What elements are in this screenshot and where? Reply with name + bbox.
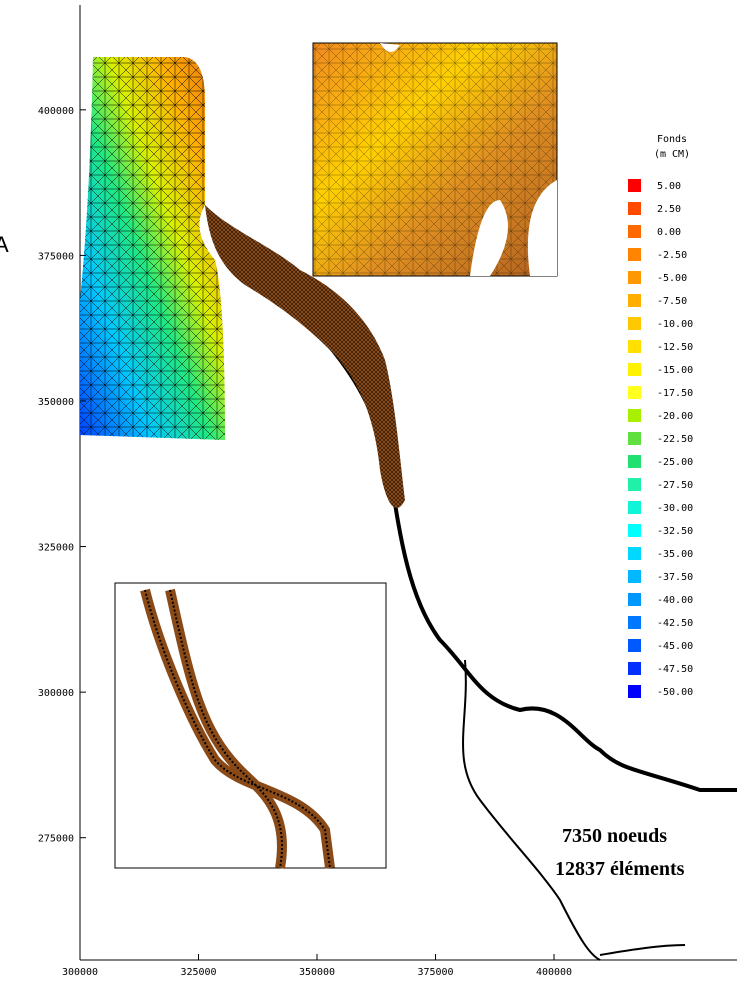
- legend-swatch: [628, 685, 641, 698]
- legend-label: 0.00: [657, 227, 681, 238]
- element-count: 12837 éléments: [555, 858, 685, 880]
- legend-swatch: [628, 409, 641, 422]
- legend-swatch: [628, 432, 641, 445]
- legend-label: -45.00: [657, 641, 693, 652]
- legend-label: -35.00: [657, 549, 693, 560]
- legend-label: -5.00: [657, 273, 687, 284]
- legend-swatch: [628, 616, 641, 629]
- legend-label: 2.50: [657, 204, 681, 215]
- legend-label: -42.50: [657, 618, 693, 629]
- x-tick-label: 350000: [299, 967, 335, 978]
- inset-mesh: [313, 43, 557, 276]
- legend-swatch: [628, 271, 641, 284]
- legend-label: -15.00: [657, 365, 693, 376]
- legend-swatch: [628, 524, 641, 537]
- legend-swatch: [628, 363, 641, 376]
- y-tick-label: 325000: [38, 543, 74, 554]
- legend-label: -30.00: [657, 503, 693, 514]
- legend-label: -40.00: [657, 595, 693, 606]
- panel-label: A: [0, 232, 9, 257]
- legend-swatch: [628, 570, 641, 583]
- x-tick-label: 325000: [180, 967, 216, 978]
- y-tick-label: 375000: [38, 251, 74, 262]
- x-tick-label: 375000: [417, 967, 453, 978]
- legend-swatch: [628, 547, 641, 560]
- legend-swatch: [628, 593, 641, 606]
- legend-label: -47.50: [657, 664, 693, 675]
- legend-subtitle: (m CM): [654, 149, 690, 160]
- legend-label: -50.00: [657, 687, 693, 698]
- legend-swatch: [628, 639, 641, 652]
- legend-label: 5.00: [657, 181, 681, 192]
- y-tick-label: 350000: [38, 397, 74, 408]
- legend-label: -32.50: [657, 526, 693, 537]
- river-branch: [463, 660, 685, 960]
- legend-swatch: [628, 662, 641, 675]
- legend-title: Fonds: [657, 134, 687, 145]
- legend-swatch: [628, 294, 641, 307]
- legend-label: -37.50: [657, 572, 693, 583]
- legend-label: -17.50: [657, 388, 693, 399]
- legend-swatch: [628, 225, 641, 238]
- node-count: 7350 noeuds: [562, 825, 667, 847]
- sea-mesh-lines: [80, 57, 225, 440]
- legend-swatch: [628, 386, 641, 399]
- y-tick-label: 400000: [38, 106, 74, 117]
- legend-swatch: [628, 202, 641, 215]
- legend-label: -12.50: [657, 342, 693, 353]
- legend-label: -25.00: [657, 457, 693, 468]
- y-tick-label: 275000: [38, 834, 74, 845]
- legend-swatch: [628, 317, 641, 330]
- x-tick-label: 400000: [536, 967, 572, 978]
- legend-swatch: [628, 248, 641, 261]
- figure: A 7350 noeuds 12837 éléments Fonds (m CM…: [0, 0, 737, 984]
- y-tick-label: 300000: [38, 688, 74, 699]
- legend-label: -7.50: [657, 296, 687, 307]
- legend-swatch: [628, 455, 641, 468]
- x-tick-label: 300000: [62, 967, 98, 978]
- legend-swatch: [628, 179, 641, 192]
- page: {"panel_label": "A", "axes": {"xlim": [3…: [0, 0, 737, 984]
- legend-label: -20.00: [657, 411, 693, 422]
- legend-swatch: [628, 478, 641, 491]
- legend-label: -22.50: [657, 434, 693, 445]
- legend-label: -10.00: [657, 319, 693, 330]
- legend-label: -27.50: [657, 480, 693, 491]
- legend-swatch: [628, 501, 641, 514]
- legend-label: -2.50: [657, 250, 687, 261]
- legend-swatch: [628, 340, 641, 353]
